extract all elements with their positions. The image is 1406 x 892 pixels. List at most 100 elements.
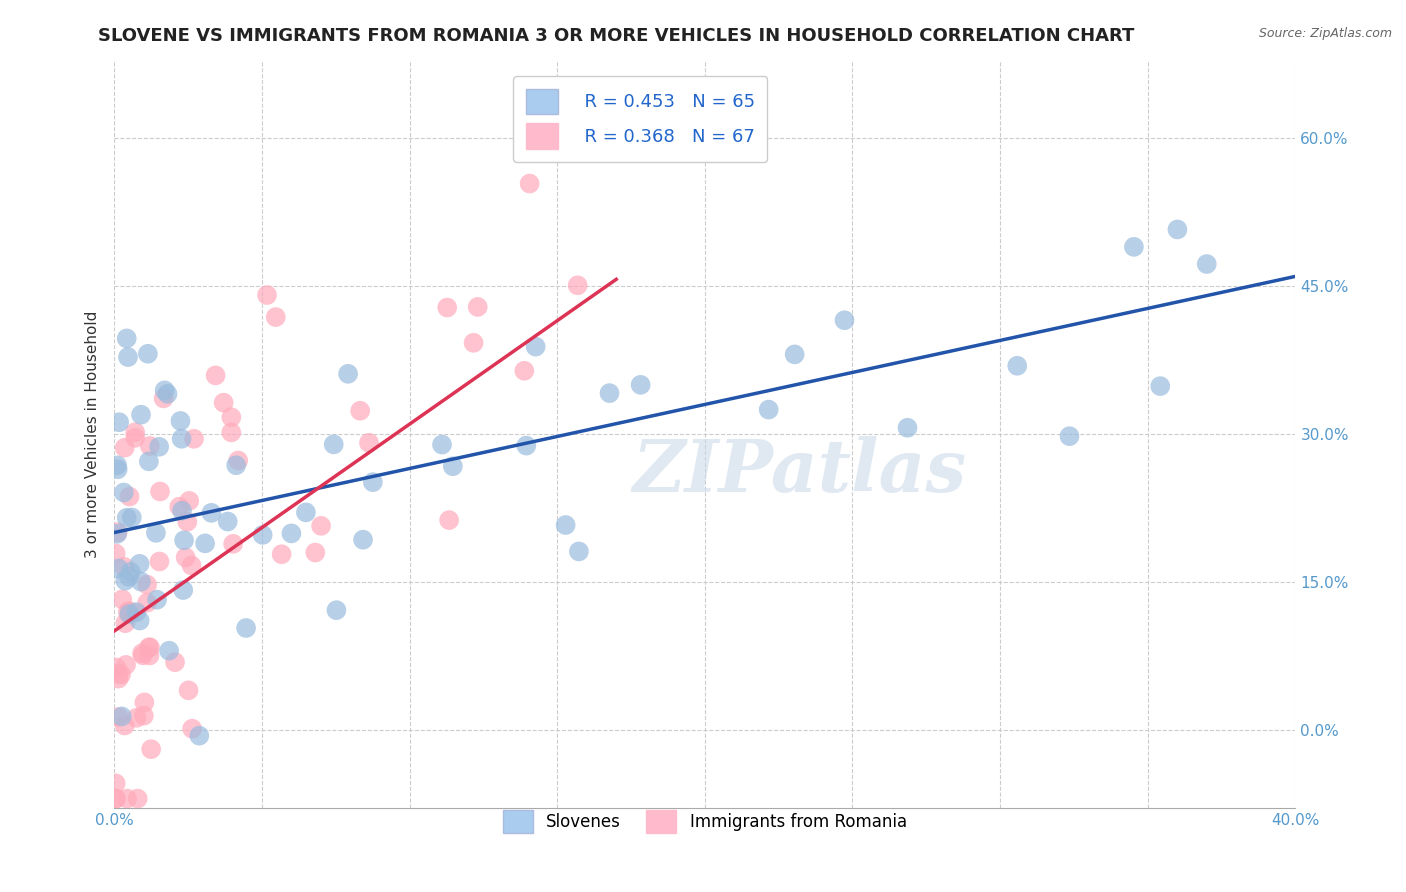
Point [132, 648, 155, 663]
Y-axis label: 3 or more Vehicles in Household: 3 or more Vehicles in Household [86, 310, 100, 558]
Point [145, 525, 167, 540]
Point [138, 648, 160, 663]
Point [834, 313, 856, 327]
Point [758, 402, 780, 417]
Point [181, 722, 204, 736]
Point [138, 454, 160, 468]
Point [105, 526, 128, 541]
Point [125, 711, 148, 725]
Point [212, 395, 235, 409]
Point [118, 490, 141, 504]
Point [441, 459, 464, 474]
Point [352, 533, 374, 547]
Point [1007, 359, 1029, 373]
Legend: Slovenes, Immigrants from Romania: Slovenes, Immigrants from Romania [491, 798, 918, 845]
Point [304, 545, 326, 559]
Point [114, 441, 136, 455]
Point [252, 528, 274, 542]
Point [136, 577, 159, 591]
Point [256, 288, 278, 302]
Point [131, 646, 153, 660]
Point [125, 605, 148, 619]
Point [139, 640, 162, 655]
Point [567, 278, 589, 293]
Point [107, 561, 129, 575]
Point [170, 503, 193, 517]
Point [1195, 257, 1218, 271]
Point [128, 557, 150, 571]
Point [172, 583, 194, 598]
Point [108, 415, 131, 429]
Point [107, 672, 129, 686]
Point [183, 432, 205, 446]
Point [204, 368, 226, 383]
Point [436, 301, 458, 315]
Point [630, 377, 652, 392]
Point [118, 607, 141, 621]
Point [127, 791, 149, 805]
Point [200, 506, 222, 520]
Point [554, 518, 576, 533]
Text: ZIPatlas: ZIPatlas [633, 436, 966, 507]
Point [104, 547, 127, 561]
Point [118, 570, 141, 584]
Point [104, 791, 127, 805]
Point [111, 592, 134, 607]
Point [515, 439, 537, 453]
Point [148, 554, 170, 568]
Point [139, 439, 162, 453]
Point [107, 524, 129, 539]
Point [1166, 222, 1188, 236]
Point [115, 331, 138, 345]
Point [128, 614, 150, 628]
Point [599, 386, 621, 401]
Point [139, 742, 162, 756]
Point [325, 603, 347, 617]
Point [357, 435, 380, 450]
Point [322, 437, 344, 451]
Point [157, 644, 180, 658]
Point [117, 605, 139, 619]
Point [783, 347, 806, 361]
Point [120, 565, 142, 579]
Point [105, 791, 128, 805]
Text: Source: ZipAtlas.com: Source: ZipAtlas.com [1258, 27, 1392, 40]
Point [270, 547, 292, 561]
Point [176, 515, 198, 529]
Point [167, 500, 190, 514]
Point [136, 347, 159, 361]
Point [463, 335, 485, 350]
Point [177, 683, 200, 698]
Point [217, 515, 239, 529]
Point [174, 550, 197, 565]
Point [134, 695, 156, 709]
Point [107, 666, 129, 681]
Point [124, 431, 146, 445]
Point [115, 657, 138, 672]
Point [105, 458, 128, 473]
Point [568, 544, 591, 558]
Point [114, 718, 136, 732]
Point [437, 513, 460, 527]
Point [519, 177, 541, 191]
Point [295, 505, 318, 519]
Point [337, 367, 360, 381]
Point [129, 574, 152, 589]
Point [105, 660, 128, 674]
Point [349, 404, 371, 418]
Point [1149, 379, 1171, 393]
Text: SLOVENE VS IMMIGRANTS FROM ROMANIA 3 OR MORE VEHICLES IN HOUSEHOLD CORRELATION C: SLOVENE VS IMMIGRANTS FROM ROMANIA 3 OR … [98, 27, 1135, 45]
Point [1122, 240, 1144, 254]
Point [173, 533, 195, 548]
Point [153, 384, 176, 398]
Point [221, 410, 243, 425]
Point [896, 421, 918, 435]
Point [524, 340, 547, 354]
Point [309, 519, 332, 533]
Point [170, 432, 193, 446]
Point [146, 592, 169, 607]
Point [132, 708, 155, 723]
Point [361, 475, 384, 490]
Point [114, 616, 136, 631]
Point [112, 485, 135, 500]
